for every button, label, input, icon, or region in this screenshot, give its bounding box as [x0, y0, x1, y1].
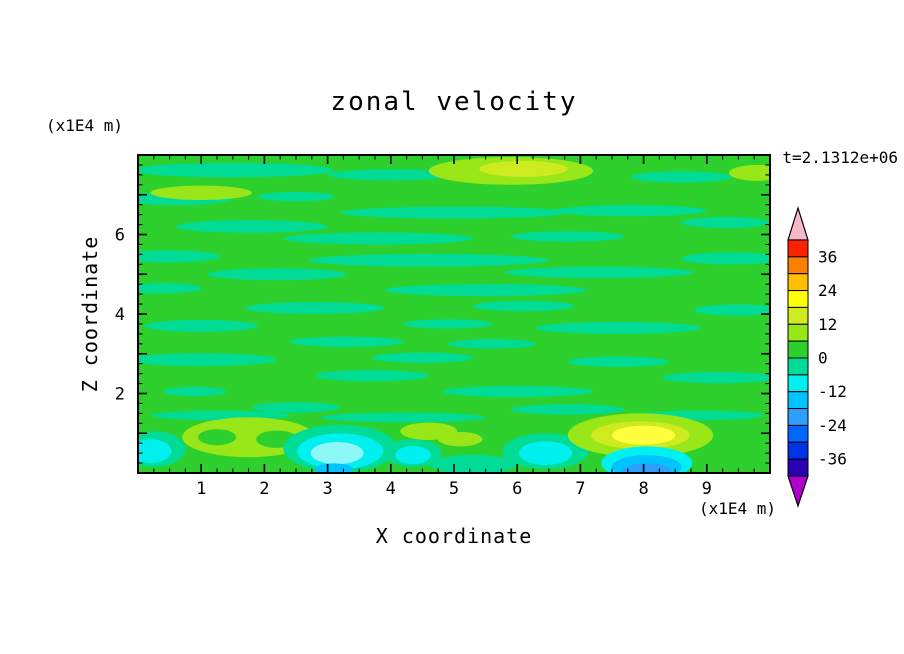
colorbar-band: [787, 391, 809, 410]
colorbar-tick-label: -24: [818, 416, 847, 435]
contour-feature: [139, 250, 221, 263]
contour-feature: [694, 304, 769, 316]
x-tick-label: 8: [638, 479, 648, 499]
chart-title: zonal velocity: [330, 87, 577, 117]
colorbar-band: [787, 408, 809, 426]
x-axis-label: X coordinate: [376, 524, 533, 548]
colorbar-band: [787, 323, 809, 342]
time-label: t=2.1312e+06: [782, 148, 898, 167]
contour-feature: [371, 352, 473, 363]
y-axis-units-label: (x1E4 m): [46, 116, 123, 135]
contour-feature: [441, 385, 593, 398]
colorbar-band: [787, 340, 809, 359]
colorbar-tick-label: 36: [818, 247, 837, 266]
contour-feature: [139, 353, 277, 367]
contour-feature: [681, 252, 769, 265]
contour-feature: [139, 162, 334, 178]
x-tick-label: 1: [196, 479, 206, 499]
contour-feature: [283, 232, 474, 245]
x-tick-label: 3: [322, 479, 332, 499]
axis-ticks: [138, 155, 770, 473]
contour-feature: [428, 454, 518, 472]
colorbar-band: [787, 424, 809, 443]
contour-feature: [662, 372, 769, 384]
contour-feature: [314, 370, 429, 382]
x-tick-label: 9: [702, 479, 712, 499]
colorbar-band: [787, 441, 809, 460]
colorbar-tick-label: 0: [818, 349, 828, 368]
contour-feature: [139, 439, 172, 463]
colorbar-arrow-top: [787, 205, 809, 241]
contour-feature: [479, 160, 568, 177]
contour-feature: [289, 336, 404, 347]
y-tick-label: 4: [115, 305, 125, 325]
colorbar-arrow-bottom: [787, 475, 809, 508]
colorbar-tick-label: -36: [818, 450, 847, 469]
contour-feature: [150, 185, 252, 200]
x-tick-label: 4: [386, 479, 396, 499]
contour-feature: [504, 266, 695, 278]
x-tick-label: 7: [575, 479, 585, 499]
contour-feature: [258, 191, 334, 202]
colorbar-tick-label: 12: [818, 315, 837, 334]
colorbar-band: [787, 374, 809, 393]
contour-feature: [681, 217, 769, 229]
contour-feature: [176, 220, 328, 233]
contour-feature: [438, 432, 483, 447]
x-tick-label: 2: [259, 479, 269, 499]
colorbar-band: [787, 256, 809, 275]
contour-feature: [555, 205, 707, 217]
contour-field: [139, 156, 769, 472]
contour-feature: [510, 404, 625, 415]
contour-feature: [536, 321, 701, 334]
contour-feature: [612, 425, 676, 445]
contour-feature: [729, 164, 769, 181]
contour-feature: [251, 402, 341, 413]
axis-tick-labels: 1 2 3 4 5 6 7 8 9 2 4 6: [115, 226, 712, 500]
contour-feature: [245, 302, 385, 314]
contour-feature: [395, 446, 431, 465]
contour-feature: [340, 206, 568, 219]
contour-feature: [327, 169, 454, 181]
contour-feature: [630, 171, 733, 183]
colorbar-band: [787, 290, 809, 308]
contour-feature: [321, 412, 486, 423]
contour-feature: [310, 442, 364, 465]
colorbar-band: [787, 306, 809, 325]
colorbar-band: [787, 273, 809, 292]
y-axis-label: Z coordinate: [78, 236, 102, 393]
colorbar-tick-label: -12: [818, 382, 847, 401]
contour-feature: [308, 253, 549, 267]
contour-feature: [622, 463, 671, 472]
colorbar-band: [787, 239, 809, 258]
contour-feature: [472, 300, 575, 312]
contour-feature: [198, 429, 236, 446]
x-axis-units-label: (x1E4 m): [699, 499, 776, 518]
y-tick-label: 2: [115, 385, 125, 405]
colorbar-tick-label: 24: [818, 281, 837, 300]
colorbar-band: [787, 357, 809, 376]
contour-feature: [403, 319, 492, 329]
contour-feature: [384, 284, 587, 297]
contour-feature: [207, 268, 347, 281]
contour-feature: [519, 441, 573, 465]
contour-feature: [163, 386, 227, 397]
contour-feature: [510, 231, 625, 242]
contour-feature: [447, 339, 537, 349]
colorbar: 36 24 12 0 -12 -24 -36: [787, 205, 847, 508]
contour-feature: [144, 319, 259, 332]
y-tick-label: 6: [115, 226, 125, 246]
x-tick-label: 5: [449, 479, 459, 499]
contour-feature: [139, 283, 202, 294]
contour-feature: [567, 356, 669, 367]
colorbar-band: [787, 458, 809, 477]
x-tick-label: 6: [512, 479, 522, 499]
